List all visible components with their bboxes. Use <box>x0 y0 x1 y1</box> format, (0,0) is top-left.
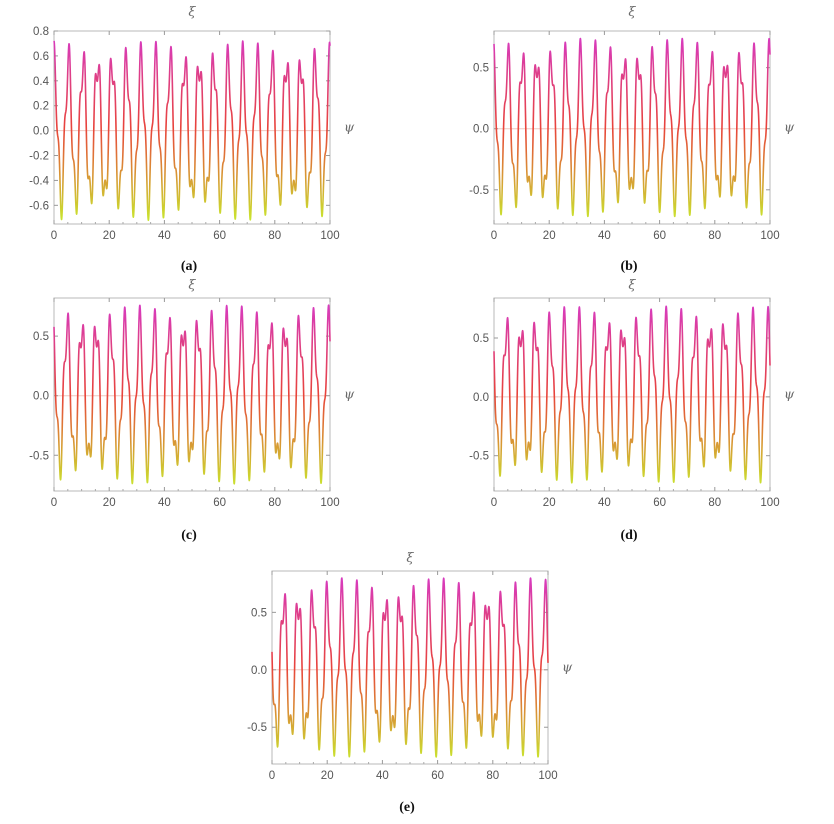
chart-b-ytick-label-1: 0.0 <box>473 124 489 136</box>
chart-c-xtick-label-0: 0 <box>51 497 57 509</box>
chart-d-series-line <box>493 305 771 484</box>
chart-a-xtick-label-0: 0 <box>51 230 57 242</box>
chart-a-ytick-label-1: 0.6 <box>33 51 49 63</box>
chart-a-ytick-label-6: -0.4 <box>29 175 49 187</box>
chart-c-xtick-label-5: 100 <box>320 497 339 509</box>
chart-d-xtick-label-4: 80 <box>708 497 721 509</box>
chart-c-series-line <box>53 304 331 485</box>
chart-e-xtick-label-4: 80 <box>486 770 499 782</box>
chart-d-ytick-label-1: 0.0 <box>473 392 489 404</box>
chart-e: 0 20 40 60 80 100 0.5 0.0 -0.5 ξ ψ (e) <box>247 551 573 815</box>
chart-e-xtick-label-1: 20 <box>321 770 334 782</box>
chart-d-xtick-label-0: 0 <box>491 497 497 509</box>
chart-c-ylabel: ψ <box>344 388 355 403</box>
chart-b-series-line <box>493 37 771 218</box>
chart-d-ytick-label-0: 0.5 <box>473 333 489 345</box>
chart-b-xtick-label-5: 100 <box>760 230 779 242</box>
chart-e-caption: (e) <box>399 800 415 815</box>
chart-d-xtick-label-2: 40 <box>598 497 611 509</box>
chart-d-xtick-label-3: 60 <box>653 497 666 509</box>
chart-a-ytick-label-2: 0.4 <box>33 76 50 88</box>
chart-b-xtick-label-1: 20 <box>543 230 556 242</box>
chart-b-xtick-label-0: 0 <box>491 230 497 242</box>
chart-c-xtick-label-3: 60 <box>213 497 226 509</box>
chart-e-xtick-label-5: 100 <box>538 770 557 782</box>
chart-a-frame <box>53 30 331 225</box>
chart-d-ytick-label-2: -0.5 <box>469 451 489 463</box>
chart-a-xtick-label-2: 40 <box>158 230 171 242</box>
chart-e-xlabel: ξ <box>406 551 414 566</box>
chart-d-ylabel: ψ <box>784 388 795 403</box>
chart-b-xtick-label-2: 40 <box>598 230 611 242</box>
chart-b-ytick-label-2: -0.5 <box>469 185 489 197</box>
chart-b-xlabel: ξ <box>628 5 636 20</box>
chart-d-xtick-label-5: 100 <box>760 497 779 509</box>
chart-d: 0 20 40 60 80 100 0.5 0.0 -0.5 ξ ψ (d) <box>469 278 795 543</box>
chart-a-ytick-label-5: -0.2 <box>29 151 49 163</box>
chart-e-ytick-label-0: 0.5 <box>251 607 267 619</box>
chart-c-ytick-label-2: -0.5 <box>29 450 49 462</box>
chart-b-xtick-label-4: 80 <box>708 230 721 242</box>
chart-a-ytick-label-0: 0.8 <box>33 26 49 38</box>
chart-c-xtick-label-1: 20 <box>103 497 116 509</box>
chart-a-xtick-label-1: 20 <box>103 230 116 242</box>
chart-c-caption: (c) <box>181 528 197 543</box>
chart-d-caption: (d) <box>620 528 637 543</box>
chart-d-xlabel: ξ <box>628 278 636 293</box>
chart-a-ytick-label-4: 0.0 <box>33 126 49 138</box>
chart-e-xtick-label-2: 40 <box>376 770 389 782</box>
chart-d-xtick-label-1: 20 <box>543 497 556 509</box>
chart-a-series-line <box>53 40 331 222</box>
chart-a: 0 20 40 60 80 100 0.8 0.6 0.4 0.2 0.0 -0.2 -0.4 -0.6 ξ… <box>29 5 355 274</box>
chart-b-caption: (b) <box>620 259 637 274</box>
chart-c: 0 20 40 60 80 100 0.5 0.0 -0.5 ξ ψ (c) <box>29 278 355 543</box>
chart-a-xtick-label-5: 100 <box>320 230 339 242</box>
chart-a-ytick-label-3: 0.2 <box>33 101 49 113</box>
chart-a-ylabel: ψ <box>344 121 355 136</box>
chart-a-ytick-label-7: -0.6 <box>29 200 49 212</box>
chart-b-xtick-label-3: 60 <box>653 230 666 242</box>
chart-c-xlabel: ξ <box>188 278 196 293</box>
chart-e-ytick-label-1: 0.0 <box>251 665 267 677</box>
chart-c-ytick-label-1: 0.0 <box>33 391 49 403</box>
chart-e-ylabel: ψ <box>562 661 573 676</box>
chart-c-xtick-label-4: 80 <box>268 497 281 509</box>
chart-b-ytick-label-0: 0.5 <box>473 63 489 75</box>
chart-a-xlabel: ξ <box>188 5 196 20</box>
chart-a-xtick-label-3: 60 <box>213 230 226 242</box>
chart-c-xtick-label-2: 40 <box>158 497 171 509</box>
chart-e-series-line <box>271 577 549 758</box>
chart-b-ylabel: ψ <box>784 121 795 136</box>
chart-a-caption: (a) <box>181 259 198 274</box>
chart-e-ytick-label-2: -0.5 <box>247 722 267 734</box>
chart-e-xtick-label-0: 0 <box>269 770 275 782</box>
chart-b: 0 20 40 60 80 100 0.5 0.0 -0.5 ξ ψ (b) <box>469 5 795 274</box>
chart-a-xtick-label-4: 80 <box>268 230 281 242</box>
chart-e-xtick-label-3: 60 <box>431 770 444 782</box>
chart-c-ytick-label-0: 0.5 <box>33 331 49 343</box>
